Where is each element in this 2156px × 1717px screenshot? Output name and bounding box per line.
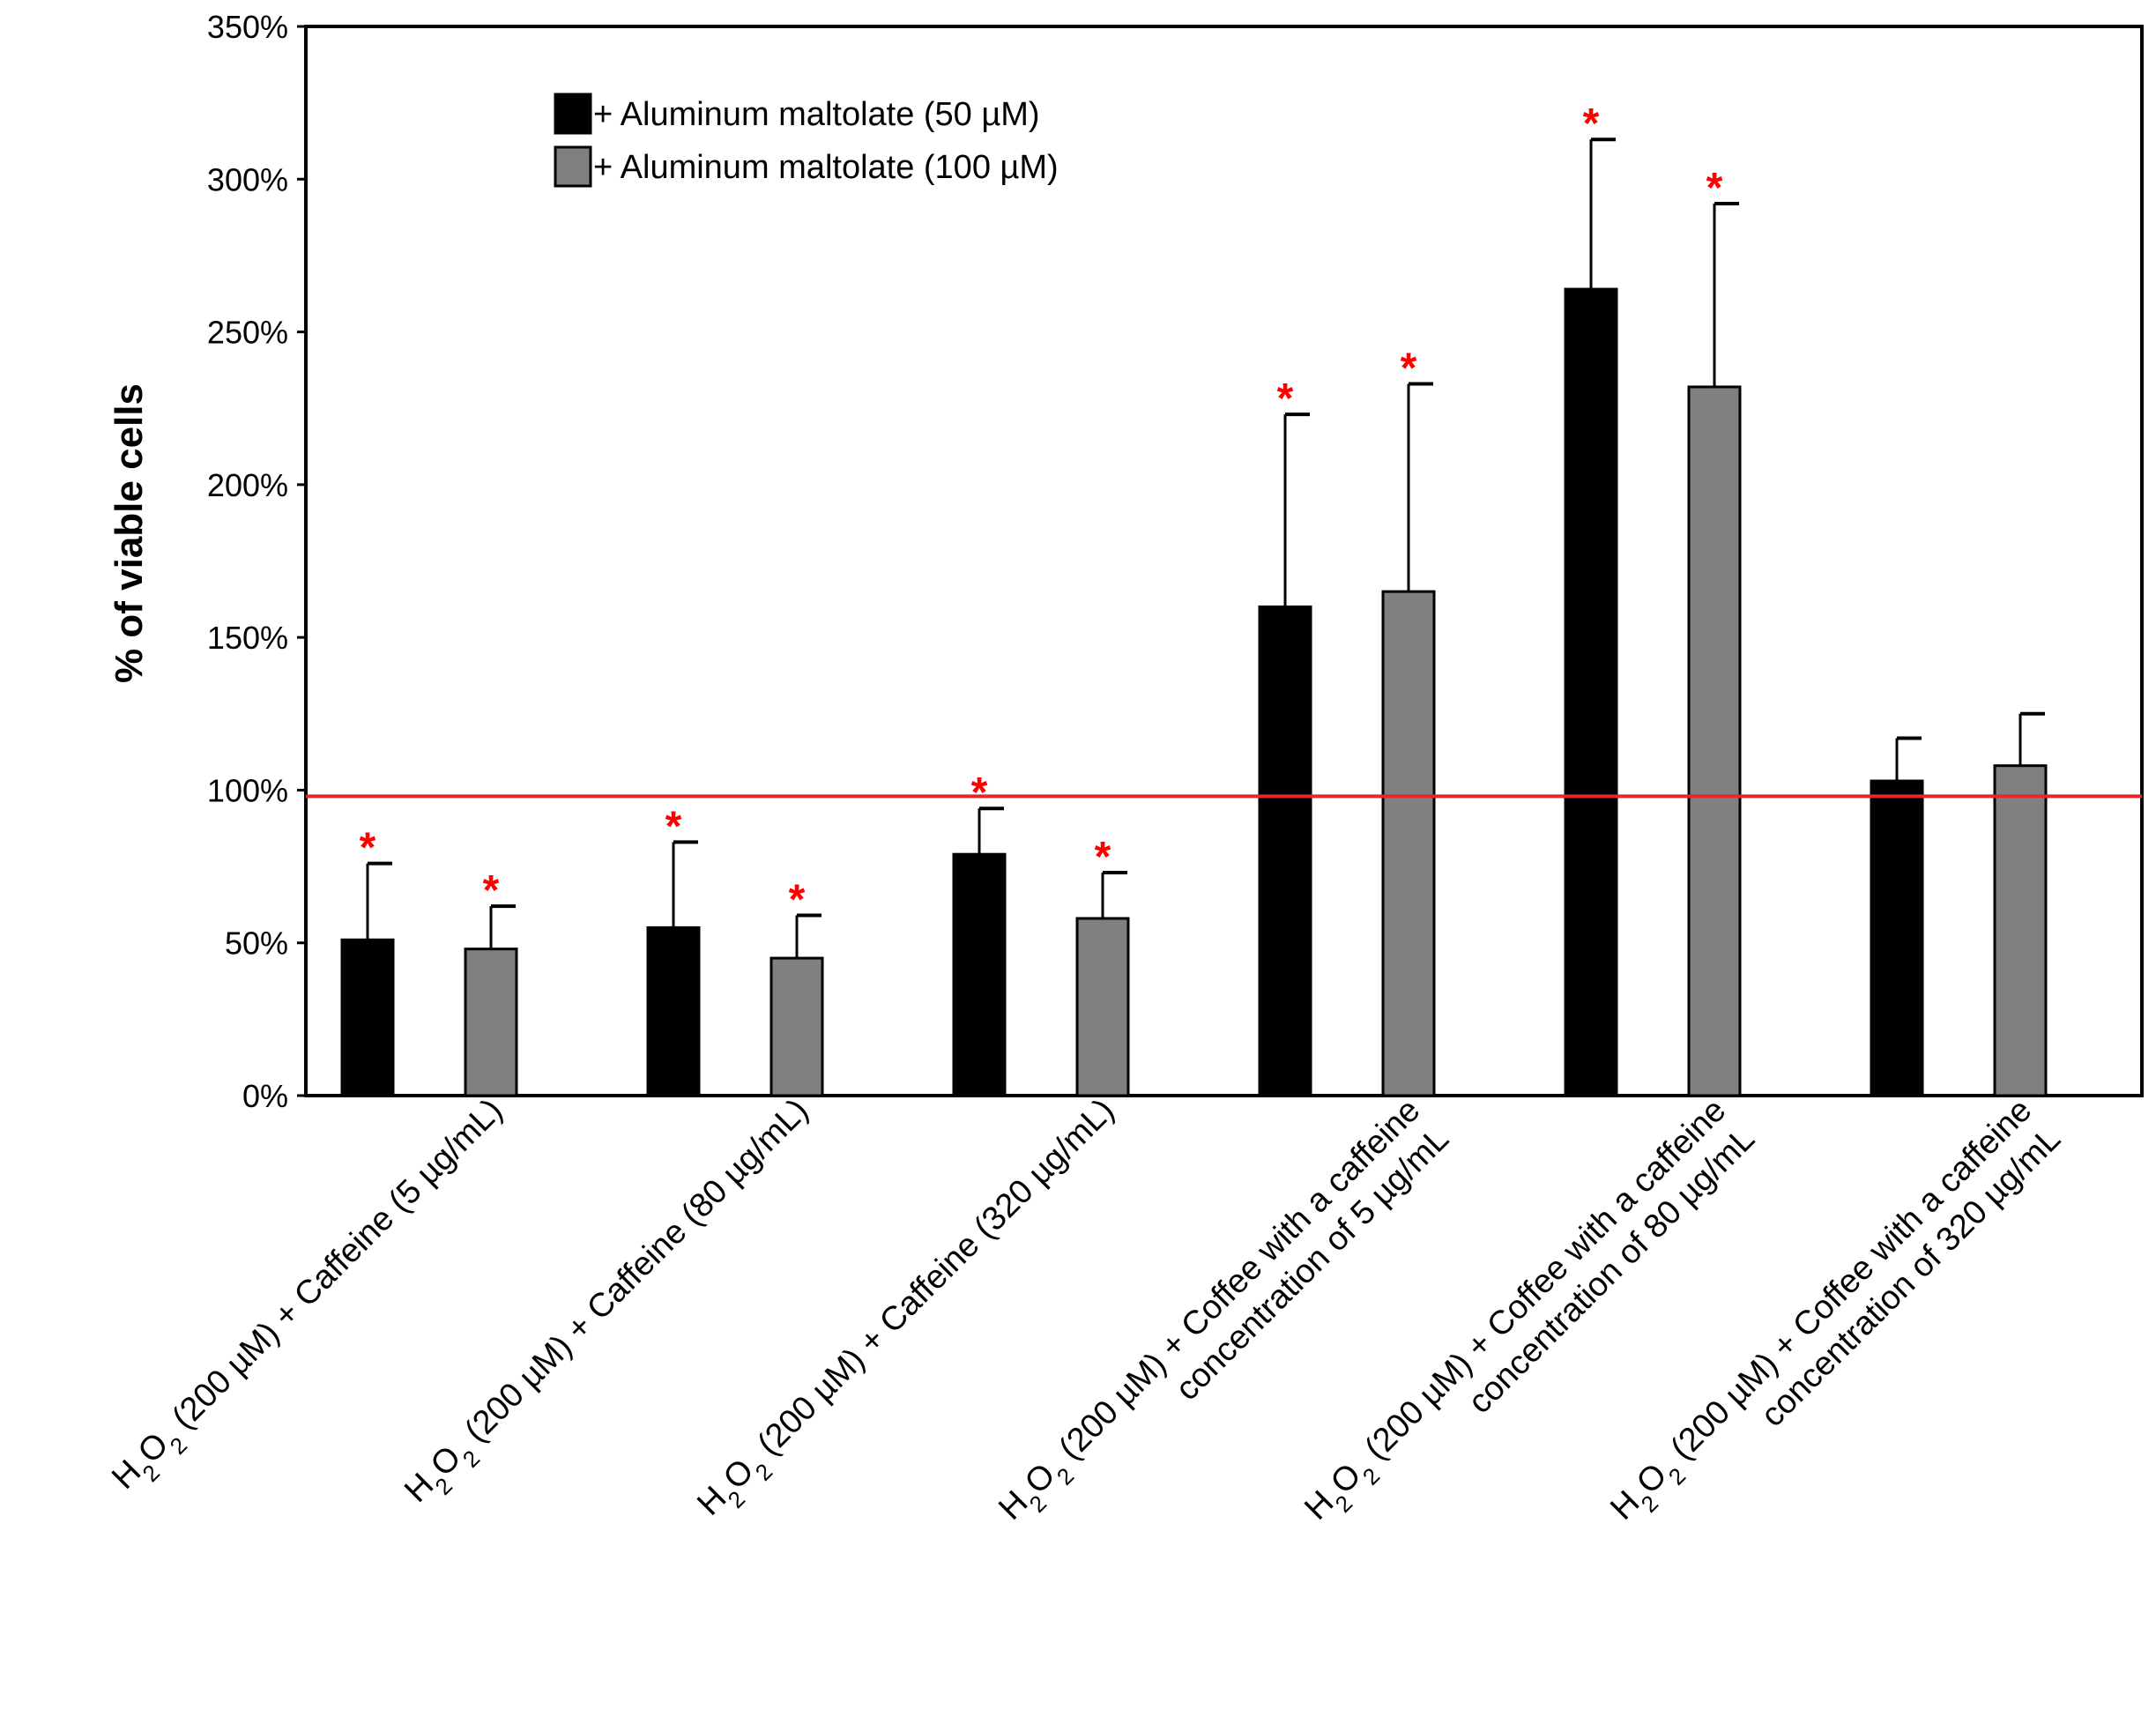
significance-star: * [1706, 165, 1723, 212]
bar [1381, 590, 1436, 1097]
y-tick-label: 200% [207, 467, 288, 503]
y-tick-label: 250% [207, 315, 288, 351]
label-part: H [398, 1467, 441, 1510]
label-part: H [690, 1480, 733, 1523]
significance-star: * [1277, 375, 1294, 422]
legend: + Aluminum maltolate (50 µM) + Aluminum m… [554, 93, 1059, 188]
significance-star: * [1095, 834, 1111, 881]
bar [952, 852, 1007, 1097]
bar [646, 925, 701, 1097]
bar [1564, 287, 1618, 1097]
label-part: (200 µM) + Caffeine (5 µg/mL) [159, 1092, 509, 1443]
label-part: (200 µM) + Caffeine (80 µg/mL) [451, 1092, 815, 1456]
label-part: O [1018, 1456, 1063, 1501]
category-label-line2: concentration of 320 µg/mL [1754, 1120, 2068, 1434]
bar [769, 956, 824, 1097]
category-label-line2: concentration of 5 µg/mL [1169, 1120, 1456, 1408]
label-part: O [717, 1453, 762, 1498]
significance-star: * [971, 769, 988, 816]
label-part: (200 µM) + Caffeine (320 µg/mL) [744, 1092, 1121, 1469]
label-part: H [992, 1484, 1035, 1527]
significance-star: * [360, 825, 376, 872]
legend-swatch [554, 93, 592, 135]
bar [464, 948, 518, 1097]
bar [1258, 605, 1312, 1097]
significance-star: * [1583, 100, 1600, 147]
y-tick-label: 300% [207, 161, 288, 197]
legend-label: + Aluminum maltolate (50 µM) [593, 96, 1040, 133]
axes-group: 0% 50% 100% 150% 200% 250% 300% 350% [207, 9, 2144, 1114]
label-part: H [1297, 1484, 1341, 1527]
legend-swatch [554, 145, 592, 188]
category-labels: H2O2 (200 µM) + Caffeine (5 µg/mL)H2O2 (… [105, 1092, 2068, 1527]
significance-star: * [1401, 345, 1417, 391]
label-part: O [424, 1439, 469, 1484]
label-part: O [131, 1426, 176, 1471]
plot-frame [304, 25, 2144, 1097]
significance-star: * [665, 803, 682, 850]
y-tick-label: 0% [242, 1078, 288, 1114]
y-tick-label: 150% [207, 620, 288, 656]
label-part: (200 µM) + Coffee with a caffeine [1045, 1092, 1427, 1474]
y-tick-label: 50% [225, 925, 288, 962]
bar [1870, 779, 1924, 1097]
error-bars-group [366, 138, 2045, 959]
y-axis-title: % of viable cells [108, 383, 151, 683]
significance-group: * * * * * * * * * * [360, 100, 1723, 923]
label-part: O [1324, 1456, 1369, 1501]
label-part: O [1630, 1456, 1675, 1501]
y-tick-label: 350% [207, 9, 288, 45]
significance-star: * [483, 867, 500, 914]
category-label-line2: concentration of 80 µg/mL [1461, 1120, 1762, 1421]
category-label-line1: H2O2 (200 µM) + Caffeine (5 µg/mL) [105, 1092, 517, 1505]
y-tick-label: 100% [207, 772, 288, 808]
label-part: H [105, 1453, 148, 1497]
bar [340, 938, 395, 1097]
label-part: H [1603, 1484, 1647, 1527]
significance-star: * [789, 877, 806, 924]
category-label: H2O2 (200 µM) + Caffeine (5 µg/mL) [105, 1092, 517, 1505]
legend-label: + Aluminum maltolate (100 µM) [593, 149, 1059, 186]
bars-group [340, 287, 2048, 1097]
bar [1075, 917, 1130, 1097]
bar [1687, 385, 1742, 1097]
bar [1993, 764, 2048, 1097]
